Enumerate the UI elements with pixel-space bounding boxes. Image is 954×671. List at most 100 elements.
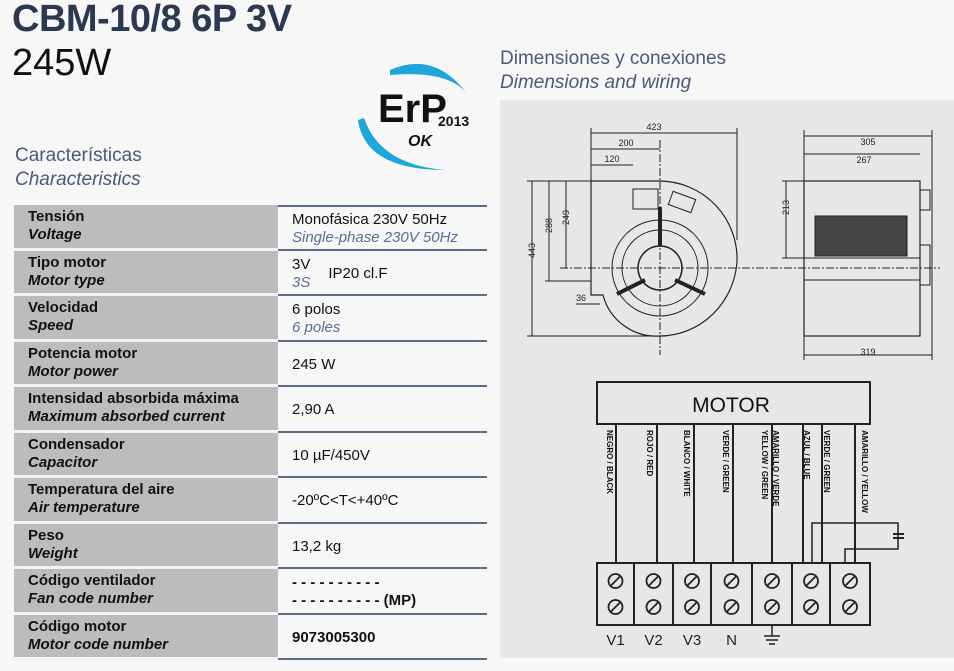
spec-row: Potencia motor Motor power 245 W bbox=[14, 341, 487, 387]
terminal-label: V1 bbox=[606, 632, 624, 649]
spec-value-cell: 10 µF/450V bbox=[278, 433, 487, 478]
wire-label: AZUL / BLUE bbox=[802, 430, 811, 480]
spec-value: 10 µF/450V bbox=[292, 446, 370, 464]
screw-icon bbox=[607, 599, 624, 615]
wire-label: VERDE / GREEN bbox=[721, 430, 730, 493]
dim-423: 423 bbox=[646, 122, 661, 132]
wire-label: VERDE / GREEN bbox=[822, 430, 831, 493]
spec-value: 6 polos bbox=[292, 301, 341, 319]
screw-icon bbox=[764, 599, 780, 615]
screw-icon bbox=[842, 573, 858, 589]
spec-value: 13,2 kg bbox=[292, 537, 342, 555]
spec-value: 245 W bbox=[292, 355, 336, 373]
erp-ok: OK bbox=[408, 133, 433, 150]
dim-249: 249 bbox=[561, 210, 571, 225]
spec-value: Monofásica 230V 50Hz bbox=[292, 211, 448, 229]
screw-icon bbox=[764, 573, 780, 589]
dimensions-title-en: Dimensions and wiring bbox=[500, 72, 692, 93]
spec-label-es: Intensidad absorbida máxima bbox=[28, 390, 239, 407]
spec-row: Código motor Motor code number 9073005300 bbox=[14, 614, 487, 660]
spec-label: Velocidad Speed bbox=[14, 296, 278, 342]
screw-slot bbox=[609, 575, 622, 587]
spec-value-cell: - - - - - - - - - -- - - - - - - - - - (… bbox=[278, 569, 487, 615]
spec-label-es: Velocidad bbox=[28, 299, 99, 316]
screw-slot bbox=[647, 575, 660, 587]
screw-icon bbox=[723, 599, 740, 615]
spec-label-en: Weight bbox=[28, 544, 78, 562]
dimensions-title-es: Dimensiones y conexiones bbox=[500, 48, 727, 69]
screw-icon bbox=[803, 573, 819, 589]
spec-value-cell: 6 polos 6 poles bbox=[278, 296, 487, 342]
spec-label-es: Potencia motor bbox=[28, 344, 138, 362]
model-title: CBM-10/8 6P 3V bbox=[12, 0, 292, 40]
spec-label: Tipo motor Motor type bbox=[14, 250, 278, 296]
dim-213: 213 bbox=[781, 200, 791, 215]
spec-label-es: Peso bbox=[28, 526, 64, 544]
wire-label: BLANCO / WHITE bbox=[682, 430, 691, 497]
spec-value-en: 3S bbox=[292, 273, 311, 291]
characteristics-heading: Características Characteristics bbox=[15, 144, 142, 192]
spec-label-es: Temperatura del aire bbox=[28, 481, 175, 498]
spec-label: Intensidad absorbida máxima Maximum absor… bbox=[14, 387, 278, 433]
spec-label-en: Voltage bbox=[28, 226, 82, 243]
screw-slot bbox=[844, 575, 856, 587]
spec-value-cell: Monofásica 230V 50Hz Single-phase 230V 50… bbox=[278, 205, 487, 251]
spec-row: Tensión Voltage Monofásica 230V 50Hz Single… bbox=[14, 205, 487, 251]
dimensions-heading: Dimensiones y conexiones Dimensions and … bbox=[500, 47, 726, 95]
spec-value-en: Single-phase 230V 50Hz bbox=[292, 229, 458, 247]
screw-icon bbox=[684, 573, 700, 589]
spec-label-en: Motor type bbox=[28, 271, 105, 289]
screw-slot bbox=[844, 601, 856, 613]
spec-value: -20ºC<T<+40ºC bbox=[292, 492, 399, 510]
spec-row: Velocidad Speed 6 polos 6 poles bbox=[14, 296, 487, 342]
spec-label-es: Tipo motor bbox=[28, 253, 107, 271]
spec-value-cell: 2,90 A bbox=[278, 387, 487, 433]
screw-slot bbox=[725, 575, 738, 587]
wire-label: ROJO / RED bbox=[645, 430, 654, 476]
spec-row: Condensador Capacitor 10 µF/450V bbox=[14, 432, 487, 478]
wire-label: NEGRO / BLACK bbox=[605, 430, 614, 494]
erp-arc-bottom bbox=[358, 118, 445, 170]
spec-label-es: Tensión bbox=[28, 208, 85, 225]
spec-table: Tensión Voltage Monofásica 230V 50Hz Single… bbox=[14, 205, 487, 660]
dim-305: 305 bbox=[860, 137, 875, 147]
spec-label: Temperatura del aire Air temperature bbox=[14, 478, 278, 524]
spec-label-en: Motor power bbox=[28, 362, 118, 380]
spec-label: Código ventilador Fan code number bbox=[14, 569, 278, 615]
spec-label-es: Código motor bbox=[28, 617, 127, 635]
spec-value-cell: -20ºC<T<+40ºC bbox=[278, 478, 487, 524]
screw-slot bbox=[805, 575, 817, 587]
motor-label: MOTOR bbox=[692, 394, 770, 417]
spec-value: 2,90 A bbox=[292, 401, 335, 419]
side-view bbox=[782, 130, 933, 360]
spec-label-es: Código ventilador bbox=[28, 572, 156, 589]
terminal-label: V2 bbox=[644, 632, 662, 649]
spec-row: Código ventilador Fan code number - - - - … bbox=[14, 569, 487, 615]
spec-value-cell: 3V 3S IP20 cl.F bbox=[278, 251, 487, 296]
screw-slot bbox=[725, 601, 738, 613]
dimensions-panel: 423 200 120 443 288 249 36 305 267 213 3… bbox=[500, 100, 954, 658]
erp-logo: ErP 2013 OK bbox=[358, 63, 469, 170]
dim-319: 319 bbox=[860, 347, 875, 357]
spec-label-en: Speed bbox=[28, 317, 74, 334]
screw-icon bbox=[842, 599, 858, 615]
spec-row: Tipo motor Motor type 3V 3S IP20 cl.F bbox=[14, 250, 487, 296]
screw-icon bbox=[645, 573, 662, 589]
dim-36: 36 bbox=[576, 293, 586, 303]
screw-slot bbox=[686, 601, 698, 613]
screw-slot bbox=[609, 601, 622, 613]
dim-267: 267 bbox=[856, 155, 871, 165]
terminal-label: V3 bbox=[683, 632, 701, 649]
spec-row: Temperatura del aire Air temperature -20ºC… bbox=[14, 478, 487, 524]
spec-value: 9073005300 bbox=[292, 628, 376, 646]
erp-year: 2013 bbox=[438, 113, 469, 129]
screw-icon bbox=[607, 573, 624, 589]
power-rating: 245W bbox=[12, 42, 112, 84]
screw-slot bbox=[766, 575, 778, 587]
screw-slot bbox=[805, 601, 817, 613]
spec-value: 3V bbox=[292, 255, 311, 273]
dim-288: 288 bbox=[544, 218, 554, 233]
characteristics-title-en: Characteristics bbox=[15, 169, 141, 190]
screw-slot bbox=[647, 601, 660, 613]
spec-extra: IP20 cl.F bbox=[328, 264, 388, 282]
